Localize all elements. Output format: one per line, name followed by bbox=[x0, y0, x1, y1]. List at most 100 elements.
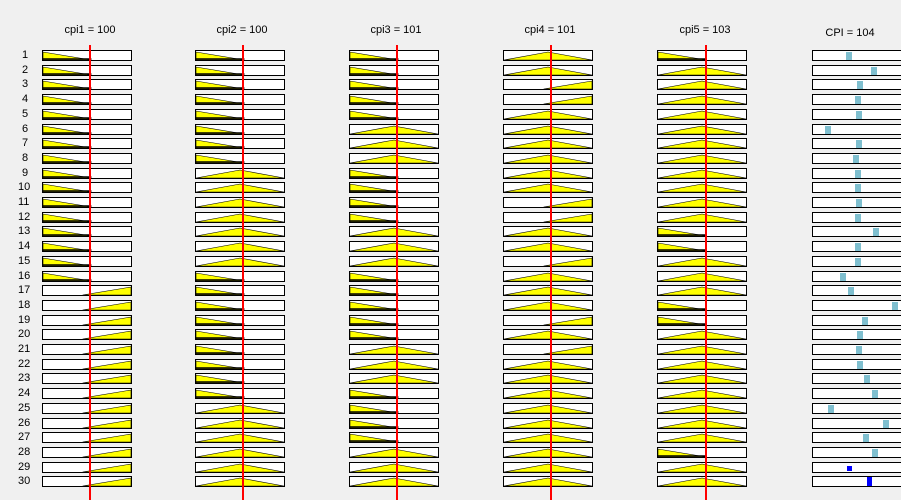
membership-plot[interactable] bbox=[503, 79, 593, 91]
output-plot[interactable] bbox=[812, 226, 901, 238]
membership-plot[interactable] bbox=[349, 241, 439, 253]
membership-plot[interactable] bbox=[657, 167, 747, 179]
output-plot[interactable] bbox=[812, 299, 901, 311]
membership-plot[interactable] bbox=[349, 432, 439, 444]
membership-plot[interactable] bbox=[42, 226, 132, 238]
membership-plot[interactable] bbox=[657, 299, 747, 311]
membership-plot[interactable] bbox=[349, 314, 439, 326]
membership-plot[interactable] bbox=[503, 50, 593, 61]
membership-plot[interactable] bbox=[657, 211, 747, 223]
output-plot[interactable] bbox=[812, 373, 901, 385]
membership-plot[interactable] bbox=[195, 94, 285, 106]
output-plot[interactable] bbox=[812, 182, 901, 194]
membership-plot[interactable] bbox=[195, 270, 285, 282]
membership-plot[interactable] bbox=[503, 226, 593, 238]
output-plot[interactable] bbox=[812, 446, 901, 458]
membership-plot[interactable] bbox=[503, 432, 593, 444]
membership-plot[interactable] bbox=[195, 167, 285, 179]
membership-plot[interactable] bbox=[349, 446, 439, 458]
membership-plot[interactable] bbox=[503, 285, 593, 297]
membership-plot[interactable] bbox=[349, 108, 439, 120]
membership-plot[interactable] bbox=[42, 152, 132, 164]
membership-plot[interactable] bbox=[195, 461, 285, 473]
membership-plot[interactable] bbox=[657, 152, 747, 164]
membership-plot[interactable] bbox=[195, 152, 285, 164]
membership-plot[interactable] bbox=[42, 344, 132, 355]
membership-plot[interactable] bbox=[42, 123, 132, 135]
output-plot[interactable] bbox=[812, 285, 901, 297]
membership-plot[interactable] bbox=[349, 182, 439, 194]
membership-plot[interactable] bbox=[195, 50, 285, 61]
membership-plot[interactable] bbox=[503, 152, 593, 164]
membership-plot[interactable] bbox=[657, 94, 747, 106]
membership-plot[interactable] bbox=[42, 50, 132, 61]
membership-plot[interactable] bbox=[349, 344, 439, 355]
output-plot[interactable] bbox=[812, 94, 901, 106]
membership-plot[interactable] bbox=[195, 64, 285, 76]
membership-plot[interactable] bbox=[195, 211, 285, 223]
output-plot[interactable] bbox=[812, 402, 901, 414]
membership-plot[interactable] bbox=[349, 299, 439, 311]
membership-plot[interactable] bbox=[195, 226, 285, 238]
membership-plot[interactable] bbox=[503, 241, 593, 253]
membership-plot[interactable] bbox=[195, 402, 285, 414]
membership-plot[interactable] bbox=[349, 197, 439, 208]
membership-plot[interactable] bbox=[42, 270, 132, 282]
membership-plot[interactable] bbox=[42, 299, 132, 311]
output-plot[interactable] bbox=[812, 123, 901, 135]
membership-plot[interactable] bbox=[657, 138, 747, 150]
membership-plot[interactable] bbox=[503, 476, 593, 488]
output-plot[interactable] bbox=[812, 270, 901, 282]
output-plot[interactable] bbox=[812, 344, 901, 355]
membership-plot[interactable] bbox=[42, 108, 132, 120]
membership-plot[interactable] bbox=[503, 461, 593, 473]
membership-plot[interactable] bbox=[349, 270, 439, 282]
output-plot[interactable] bbox=[812, 314, 901, 326]
output-plot[interactable] bbox=[812, 167, 901, 179]
membership-plot[interactable] bbox=[503, 64, 593, 76]
membership-plot[interactable] bbox=[349, 226, 439, 238]
output-plot[interactable] bbox=[812, 79, 901, 91]
membership-plot[interactable] bbox=[349, 285, 439, 297]
membership-plot[interactable] bbox=[657, 255, 747, 267]
membership-plot[interactable] bbox=[195, 299, 285, 311]
membership-plot[interactable] bbox=[195, 314, 285, 326]
membership-plot[interactable] bbox=[349, 152, 439, 164]
output-plot[interactable] bbox=[812, 432, 901, 444]
membership-plot[interactable] bbox=[349, 402, 439, 414]
input-value-line[interactable] bbox=[705, 45, 707, 500]
membership-plot[interactable] bbox=[195, 446, 285, 458]
output-plot[interactable] bbox=[812, 476, 901, 488]
output-plot[interactable] bbox=[812, 197, 901, 208]
membership-plot[interactable] bbox=[42, 285, 132, 297]
membership-plot[interactable] bbox=[42, 476, 132, 488]
membership-plot[interactable] bbox=[42, 211, 132, 223]
membership-plot[interactable] bbox=[195, 388, 285, 400]
membership-plot[interactable] bbox=[42, 314, 132, 326]
membership-plot[interactable] bbox=[657, 461, 747, 473]
membership-plot[interactable] bbox=[195, 432, 285, 444]
membership-plot[interactable] bbox=[657, 358, 747, 370]
membership-plot[interactable] bbox=[349, 50, 439, 61]
membership-plot[interactable] bbox=[503, 255, 593, 267]
membership-plot[interactable] bbox=[42, 94, 132, 106]
membership-plot[interactable] bbox=[503, 329, 593, 341]
membership-plot[interactable] bbox=[503, 388, 593, 400]
membership-plot[interactable] bbox=[503, 123, 593, 135]
membership-plot[interactable] bbox=[349, 138, 439, 150]
membership-plot[interactable] bbox=[349, 255, 439, 267]
membership-plot[interactable] bbox=[195, 417, 285, 429]
membership-plot[interactable] bbox=[349, 79, 439, 91]
membership-plot[interactable] bbox=[349, 64, 439, 76]
membership-plot[interactable] bbox=[657, 417, 747, 429]
membership-plot[interactable] bbox=[503, 344, 593, 355]
membership-plot[interactable] bbox=[42, 64, 132, 76]
membership-plot[interactable] bbox=[42, 358, 132, 370]
membership-plot[interactable] bbox=[503, 108, 593, 120]
membership-plot[interactable] bbox=[42, 182, 132, 194]
membership-plot[interactable] bbox=[349, 476, 439, 488]
membership-plot[interactable] bbox=[195, 476, 285, 488]
membership-plot[interactable] bbox=[349, 211, 439, 223]
membership-plot[interactable] bbox=[657, 344, 747, 355]
membership-plot[interactable] bbox=[42, 329, 132, 341]
